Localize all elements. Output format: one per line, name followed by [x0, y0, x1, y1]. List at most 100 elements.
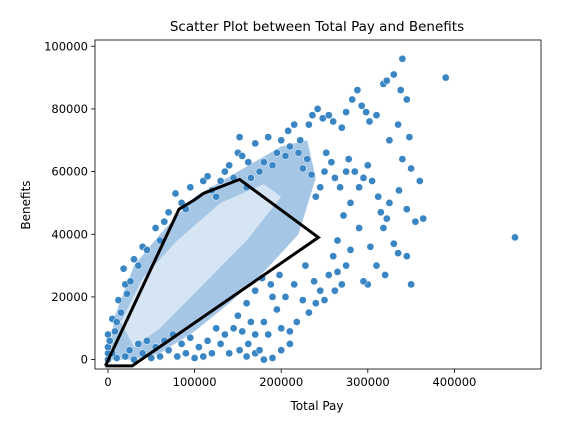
data-point	[365, 117, 374, 126]
data-point	[318, 114, 327, 123]
data-point	[286, 340, 294, 348]
data-point	[286, 327, 294, 336]
hull-outline	[104, 177, 321, 368]
data-point	[407, 280, 415, 289]
data-point	[221, 330, 229, 339]
data-point	[290, 280, 299, 289]
data-point	[134, 261, 143, 270]
data-point	[402, 95, 411, 104]
dense-point-core	[121, 184, 282, 348]
data-point	[355, 183, 363, 192]
data-point	[316, 286, 325, 295]
data-point	[333, 268, 342, 276]
data-point	[171, 189, 180, 198]
data-point	[260, 318, 268, 326]
data-point	[117, 308, 125, 317]
x-tick-label: 100000	[173, 375, 217, 389]
data-point	[216, 340, 225, 348]
data-point	[296, 136, 305, 145]
data-point	[374, 192, 383, 201]
data-point	[281, 293, 290, 301]
data-point	[346, 246, 355, 254]
data-point	[138, 349, 147, 358]
data-point	[268, 354, 277, 362]
data-point	[277, 324, 286, 333]
y-tick-label: 0	[81, 353, 88, 367]
data-point	[324, 111, 333, 120]
data-point	[266, 280, 275, 289]
data-point	[308, 111, 317, 120]
data-point	[394, 120, 402, 129]
data-point	[177, 340, 186, 348]
data-point	[382, 76, 391, 85]
data-point	[346, 199, 355, 207]
data-point	[286, 142, 294, 151]
data-point	[290, 120, 299, 129]
data-point	[111, 327, 119, 336]
data-point	[311, 192, 320, 201]
data-point	[235, 133, 244, 141]
data-point	[324, 271, 333, 279]
data-point	[203, 336, 212, 345]
data-point	[329, 252, 338, 261]
data-point	[112, 318, 121, 326]
y-tick-label: 20000	[51, 290, 88, 304]
data-point	[126, 277, 135, 286]
data-point	[281, 152, 290, 160]
data-point	[251, 330, 260, 339]
x-axis-label: Total Pay	[290, 399, 344, 413]
data-point	[238, 327, 247, 336]
data-point	[402, 252, 411, 261]
data-point	[221, 167, 229, 176]
data-point	[329, 117, 338, 126]
data-point	[342, 108, 350, 116]
data-point	[415, 177, 424, 185]
data-point	[298, 164, 307, 173]
data-point	[104, 343, 112, 351]
data-point	[359, 174, 368, 182]
x-tick-label: 300000	[346, 375, 390, 389]
data-point	[337, 280, 346, 289]
data-point	[114, 296, 123, 304]
data-point	[419, 214, 428, 223]
data-point	[268, 293, 277, 301]
data-point	[307, 170, 316, 179]
data-point	[322, 148, 331, 157]
data-point	[216, 177, 225, 185]
data-point	[394, 249, 402, 257]
data-point	[123, 289, 131, 298]
hull-layer	[104, 177, 321, 368]
data-point	[344, 155, 353, 163]
data-point	[348, 95, 357, 104]
data-point	[208, 349, 216, 358]
data-point	[350, 167, 359, 176]
data-point	[235, 346, 244, 355]
data-point	[342, 261, 350, 270]
y-tick-label: 40000	[51, 227, 88, 241]
data-point	[186, 333, 195, 342]
data-point	[242, 299, 251, 308]
data-point	[301, 261, 310, 270]
data-point	[366, 242, 375, 251]
x-tick-label: 400000	[432, 375, 476, 389]
data-point	[264, 133, 273, 141]
data-point	[105, 336, 114, 345]
data-point	[305, 308, 313, 317]
data-point	[164, 208, 173, 217]
data-point	[320, 167, 329, 176]
data-point	[357, 101, 366, 110]
data-point	[398, 54, 407, 63]
data-point	[355, 224, 363, 232]
data-point	[353, 86, 362, 94]
data-point	[156, 352, 164, 361]
data-point	[331, 286, 339, 295]
data-point	[247, 174, 255, 182]
axes-layer: 0 100000 200000 300000 400000 0 20000 40000 6000…	[44, 39, 542, 389]
data-point	[119, 264, 128, 273]
data-point	[342, 167, 350, 176]
data-point	[372, 111, 381, 120]
data-point	[260, 158, 268, 167]
y-tick-label: 80000	[51, 102, 88, 116]
chart-title: Scatter Plot between Total Pay and Benef…	[170, 19, 464, 35]
data-point	[292, 318, 301, 326]
